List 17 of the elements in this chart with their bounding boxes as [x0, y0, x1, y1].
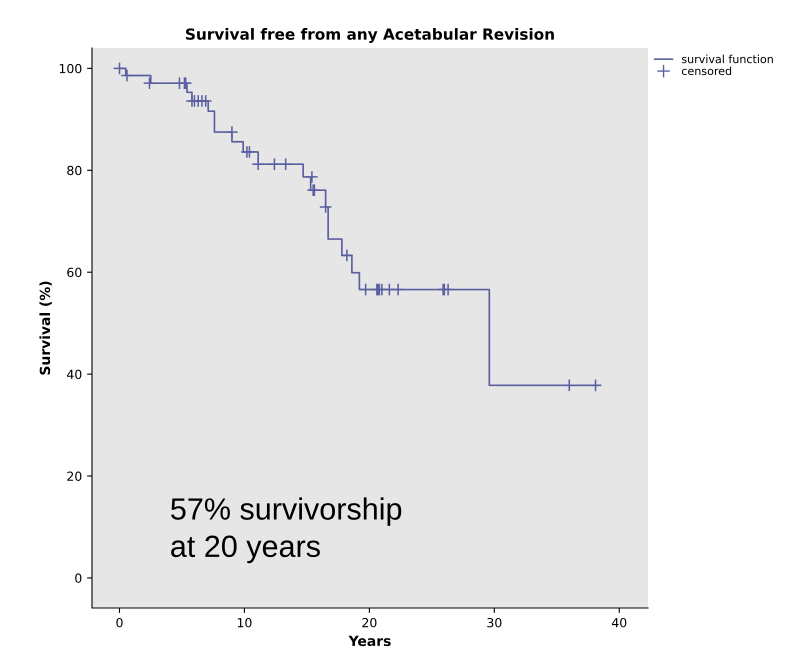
x-tick-label: 20	[362, 618, 376, 628]
y-axis-title: Survival (%)	[39, 282, 52, 375]
y-tick-label: 0	[75, 573, 82, 583]
x-tick-label: 30	[487, 618, 502, 628]
x-tick-label: 0	[116, 618, 123, 628]
x-tick-label: 40	[612, 618, 626, 628]
y-tick-label: 40	[66, 370, 82, 380]
y-tick-label: 20	[67, 471, 82, 481]
legend-label: survival function	[682, 54, 773, 64]
x-tick-label: 10	[238, 618, 252, 628]
chart-title: Survival free from any Acetabular Revision	[186, 28, 554, 43]
x-axis-title: Years	[348, 636, 391, 646]
y-tick-label: 60	[67, 268, 82, 278]
y-tick-label: 80	[67, 166, 82, 176]
y-tick-label: 100	[60, 64, 82, 74]
legend-label: censored	[682, 66, 732, 76]
annotation: 57% survivorship at 20 years	[171, 497, 402, 564]
